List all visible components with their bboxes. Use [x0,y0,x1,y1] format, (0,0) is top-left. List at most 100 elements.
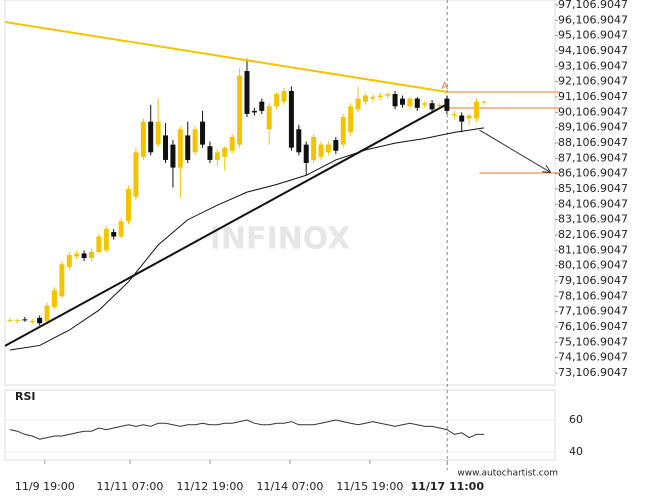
y-tick-label: 78,106.9047 [558,289,628,302]
candle-body [481,101,487,103]
y-tick-label: 95,106.9047 [558,29,628,42]
candle-body [436,104,442,107]
candle-body [333,140,339,151]
candle-body [155,121,161,145]
candle-body [274,94,280,107]
trendline [4,103,448,347]
candle-body [103,228,109,251]
pattern-label: A [441,81,448,92]
candle-body [325,144,331,153]
y-tick-label: 97,106.9047 [558,0,628,11]
rsi-tick-label: 60 [569,413,583,426]
candle-body [474,101,480,119]
x-tick-label: 11/15 19:00 [336,480,403,493]
candle-body [459,115,465,122]
candle-body [355,98,361,110]
candle-body [96,236,102,252]
y-tick-label: 73,106.9047 [558,366,628,379]
candle-body [133,152,139,197]
forecast-arrow [479,129,549,172]
candle-body [237,75,243,145]
x-tick-label: 11/11 07:00 [97,480,164,493]
candle-body [451,113,457,116]
candle-body [51,290,57,308]
y-tick-label: 75,106.9047 [558,335,628,348]
y-tick-label: 83,106.9047 [558,213,628,226]
candle-body [163,135,169,160]
candle-body [303,144,309,164]
candle-body [244,71,250,114]
watermark: INFINOX [210,222,351,257]
candle-body [74,253,80,257]
candle-body [429,103,435,110]
candle-body [81,253,87,259]
candle-body [399,98,405,105]
candle-body [259,101,265,111]
candle-body [111,231,117,237]
candle-body [229,136,235,151]
y-tick-label: 81,106.9047 [558,243,628,256]
price-panel [4,0,556,386]
x-tick-label: 11/12 19:00 [177,480,244,493]
candle-body [126,189,132,222]
candle-body [88,251,94,259]
y-tick-label: 89,106.9047 [558,121,628,134]
moving-average [9,127,484,351]
candle-body [7,320,13,322]
candle-body [44,305,50,321]
candle-body [14,320,20,322]
candle-body [200,121,206,145]
candle-body [185,135,191,160]
candle-body [222,147,228,157]
y-tick-label: 87,106.9047 [558,151,628,164]
rsi-title: RSI [15,390,36,403]
y-tick-label: 96,106.9047 [558,13,628,26]
candle-body [29,320,35,322]
y-tick-label: 85,106.9047 [558,182,628,195]
candle-body [407,98,413,107]
y-tick-label: 92,106.9047 [558,75,628,88]
candle-body [340,117,346,145]
y-tick-label: 94,106.9047 [558,44,628,57]
candle-body [214,152,220,160]
y-tick-label: 93,106.9047 [558,59,628,72]
candle-body [362,95,368,102]
candle-body [385,94,391,96]
candle-body [118,221,124,237]
candle-body [392,94,398,107]
y-tick-label: 80,106.9047 [558,259,628,272]
y-tick-label: 74,106.9047 [558,351,628,364]
candle-body [370,97,376,99]
rsi-tick-label: 40 [569,445,583,458]
candle-body [377,95,383,98]
y-tick-label: 88,106.9047 [558,136,628,149]
candle-body [66,254,72,268]
candle-body [414,98,420,108]
candle-body [288,90,294,148]
candle-body [281,90,287,102]
y-tick-label: 79,106.9047 [558,274,628,287]
x-tick-label: 11/9 19:00 [15,480,75,493]
y-tick-label: 84,106.9047 [558,197,628,210]
candle-body [348,106,354,133]
rsi-panel [4,389,556,461]
candle-body [37,317,43,324]
candle-body [59,264,65,297]
y-tick-label: 77,106.9047 [558,305,628,318]
candle-body [422,103,428,105]
source: www.autochartist.com [457,469,558,479]
y-tick-label: 90,106.9047 [558,105,628,118]
candle-body [266,106,272,130]
candle-body [140,121,146,157]
y-tick-label: 86,106.9047 [558,167,628,180]
trendline [4,20,448,94]
candle-body [177,129,183,168]
candle-body [318,144,324,157]
candle-body [148,121,154,153]
candle-body [251,110,257,113]
y-tick-label: 76,106.9047 [558,320,628,333]
candle-body [192,129,198,153]
x-tick-label: 11/14 07:00 [256,480,323,493]
candle-body [311,136,317,160]
